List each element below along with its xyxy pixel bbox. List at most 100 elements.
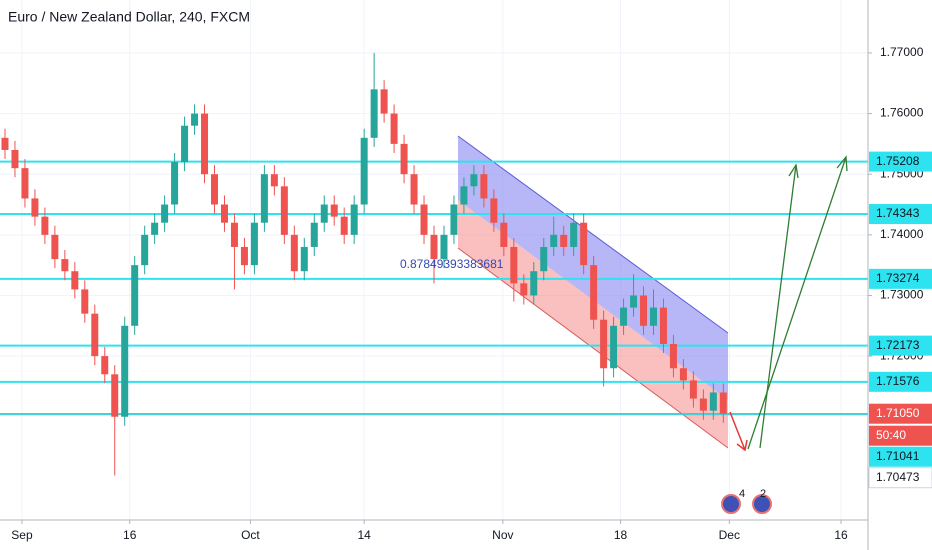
x-tick-label: Nov (492, 528, 513, 542)
level-label: 1.72173 (876, 338, 920, 352)
candle-body (679, 368, 687, 381)
candle-body (540, 246, 548, 272)
level-label: 1.73274 (876, 271, 920, 285)
candle-body (430, 234, 438, 260)
candle-body (340, 216, 348, 235)
candle-body (460, 186, 468, 205)
candle-body (111, 374, 119, 417)
candle-body (590, 265, 598, 320)
axis-labels: 1.770001.760001.750001.740001.730001.720… (11, 45, 932, 542)
candle-body (290, 234, 298, 272)
candle-body (669, 343, 677, 369)
candle-body (81, 289, 89, 314)
candle-body (1, 137, 9, 150)
candle-body (550, 234, 558, 247)
level-label: 1.74343 (876, 206, 920, 220)
y-tick-label: 1.76000 (880, 106, 924, 120)
candle-body (220, 204, 228, 223)
y-tick-label: 1.77000 (880, 45, 924, 59)
candle-body (250, 222, 258, 266)
candle-body (500, 222, 508, 247)
level-label-box (869, 151, 932, 172)
candle-body (310, 222, 318, 247)
candle-body (151, 222, 159, 235)
candle-body (370, 89, 378, 138)
candle-body (490, 198, 498, 223)
badge-count: 4 (739, 488, 745, 500)
grid (0, 0, 868, 520)
candle-body (440, 234, 448, 260)
candle-body (620, 307, 628, 326)
candle-body (580, 222, 588, 266)
candle-body (470, 174, 478, 187)
candle-body (380, 89, 388, 114)
arrow-head (736, 439, 748, 452)
candle-body (699, 398, 707, 411)
candle-body (21, 168, 29, 199)
candle-body (71, 271, 79, 290)
last-price-label: 1.71050 (876, 406, 920, 420)
badge-icon (721, 494, 741, 514)
candle-body (41, 216, 49, 235)
candle-body (61, 259, 69, 272)
x-tick-label: Oct (241, 528, 260, 542)
low-label-box (868, 467, 932, 489)
candle-body (530, 271, 538, 296)
candle-body (320, 204, 328, 223)
low-label: 1.70473 (876, 470, 920, 484)
candle-body (280, 186, 288, 235)
candle-body (270, 174, 278, 187)
candle-body (51, 234, 59, 260)
candle-body (101, 356, 109, 375)
y-tick-label: 1.74000 (880, 227, 924, 241)
badge-count: 2 (760, 488, 766, 500)
level-label: 1.71576 (876, 374, 920, 388)
candle-body (659, 307, 667, 344)
candle-body (11, 149, 19, 169)
annotation: 0.87849393383681 (400, 257, 504, 271)
candle-body (191, 113, 199, 126)
level-label: 1.71041 (876, 449, 920, 463)
level-label-box (869, 371, 932, 392)
candle-body (211, 174, 219, 205)
level-label-box (869, 268, 932, 289)
channel-line (457, 135, 729, 334)
x-tick-label: 16 (123, 528, 137, 542)
y-tick-label: 1.73000 (880, 288, 924, 302)
candle-body (640, 295, 648, 326)
candle-body (230, 222, 238, 247)
x-tick-label: Sep (11, 528, 33, 542)
chart-title: Euro / New Zealand Dollar, 240, FXCM (8, 9, 250, 25)
candle-body (350, 204, 358, 235)
candle-body (91, 313, 99, 357)
x-tick-label: 18 (614, 528, 628, 542)
candle-body (330, 204, 338, 217)
candle-body (360, 137, 368, 205)
level-label-box (869, 335, 932, 356)
candle-body (161, 204, 169, 223)
candle-body (520, 283, 528, 296)
arrow (729, 411, 746, 451)
candle-body (410, 174, 418, 205)
candle-body (689, 380, 697, 399)
candle-body (181, 125, 189, 163)
candles (1, 52, 727, 476)
candle-body (450, 204, 458, 235)
candle-body (31, 198, 39, 217)
level-label-box (869, 204, 932, 225)
candle-body (719, 392, 727, 414)
candle-body (201, 113, 209, 175)
channel-lower (458, 200, 728, 448)
badge-icon (752, 494, 772, 514)
arrow (747, 156, 847, 450)
badges: 4 2 (721, 488, 772, 514)
candle-body (420, 204, 428, 235)
candle-body (400, 143, 408, 175)
last-price-label-box (869, 403, 932, 424)
candle-body (131, 265, 139, 326)
candle-body (121, 325, 129, 417)
candle-body (300, 246, 308, 272)
candle-body (709, 392, 717, 411)
candle-body (141, 234, 149, 266)
